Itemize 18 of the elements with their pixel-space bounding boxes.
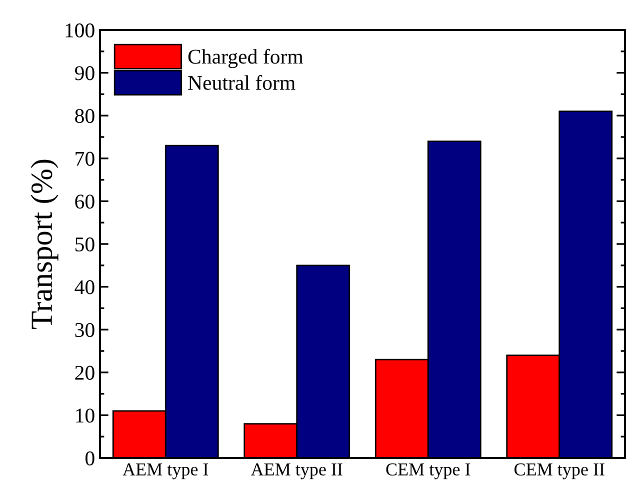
y-tick-label: 40: [74, 280, 94, 294]
y-tick-label: 10: [76, 408, 94, 423]
x-tick-label: CEM type II: [514, 463, 604, 480]
x-tick-label: AEM type I: [122, 463, 208, 480]
y-tick-label: 80: [75, 108, 94, 124]
y-tick-label: 20: [75, 366, 94, 380]
legend-label: Charged form: [188, 48, 304, 68]
y-tick-label: 90: [74, 66, 94, 80]
x-tick-label: AEM type II: [250, 463, 342, 480]
y-tick-label: 50: [76, 237, 94, 252]
x-tick-label: CEM type I: [386, 463, 470, 480]
y-tick-label: 0: [86, 451, 94, 466]
y-tick-label: 30: [75, 322, 94, 338]
y-tick-label: 60: [75, 194, 94, 209]
y-axis-title: Transport (%): [30, 160, 58, 330]
y-tick-label: 100: [66, 23, 94, 38]
y-tick-label: 70: [76, 152, 94, 166]
legend-label: Neutral form: [188, 75, 296, 90]
